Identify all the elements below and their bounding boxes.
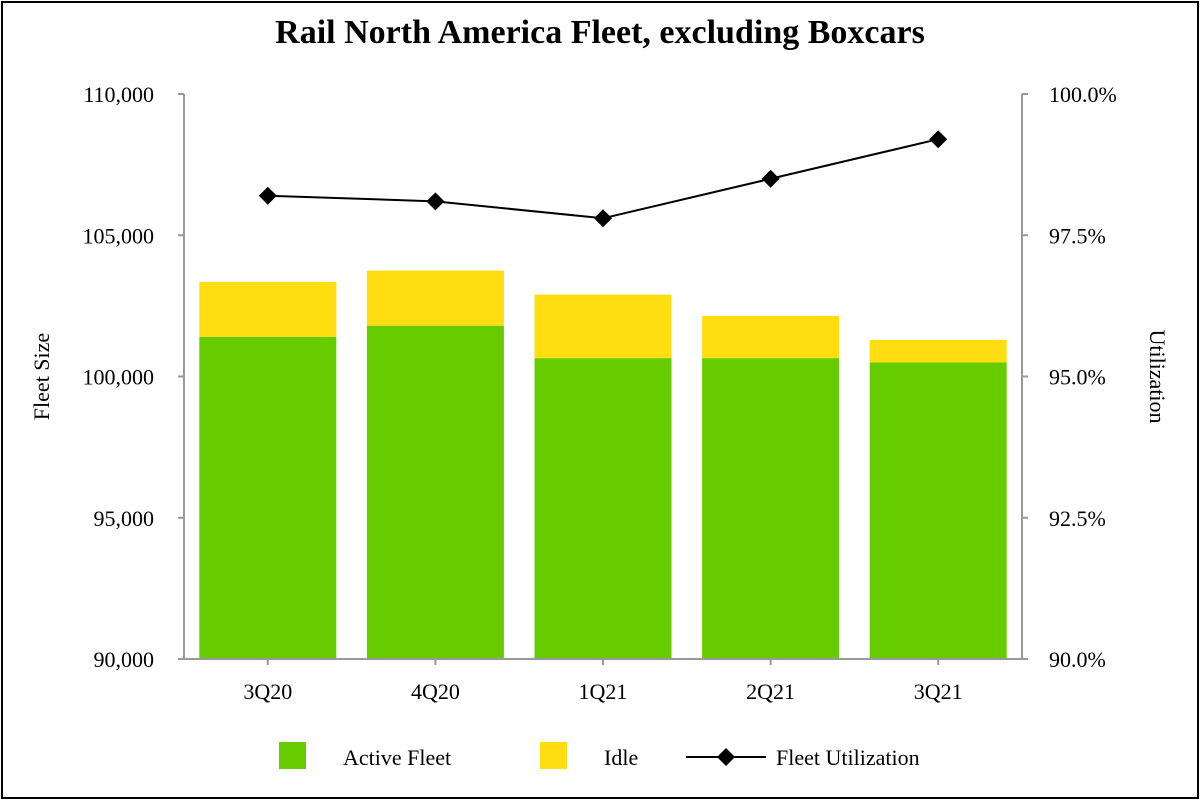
utilization-point bbox=[594, 209, 612, 228]
bars-layer bbox=[199, 270, 1007, 659]
bar-active-fleet bbox=[199, 336, 337, 659]
right-tick-label: 92.5% bbox=[1049, 506, 1106, 531]
utilization-point bbox=[761, 169, 780, 188]
utilization-line bbox=[267, 138, 939, 220]
right-tick-label: 100.0% bbox=[1049, 82, 1117, 107]
legend-swatch-idle bbox=[540, 742, 567, 769]
x-tick-label: 3Q21 bbox=[914, 679, 963, 704]
bar-idle bbox=[869, 339, 1007, 363]
labels-layer: 90,000 95,000 100,000 105,000 110,000 90.0% 92… bbox=[29, 82, 1170, 704]
left-tick-label: 90,000 bbox=[94, 647, 155, 672]
bar-idle bbox=[366, 270, 504, 326]
bar-idle bbox=[199, 281, 337, 337]
left-tick-label: 105,000 bbox=[83, 223, 155, 248]
legend-label-idle: Idle bbox=[604, 745, 638, 770]
right-tick-label: 95.0% bbox=[1049, 365, 1106, 390]
y2-axis-title: Utilization bbox=[1145, 329, 1170, 423]
bar-idle bbox=[702, 315, 840, 359]
x-tick-label: 3Q20 bbox=[243, 679, 292, 704]
axes-layer bbox=[178, 93, 1028, 665]
right-tick-label: 90.0% bbox=[1049, 647, 1106, 672]
x-tick-label: 2Q21 bbox=[746, 679, 795, 704]
utilization-point bbox=[258, 186, 277, 205]
x-tick-label: 4Q20 bbox=[411, 679, 460, 704]
bar-active-fleet bbox=[702, 358, 840, 659]
legend-swatch-active-fleet bbox=[279, 742, 306, 769]
bar-active-fleet bbox=[869, 362, 1007, 659]
utilization-point bbox=[426, 192, 445, 211]
legend-label-active-fleet: Active Fleet bbox=[343, 745, 451, 770]
chart-title: Rail North America Fleet, excluding Boxc… bbox=[275, 14, 925, 51]
y-axis-title: Fleet Size bbox=[29, 333, 54, 420]
left-tick-label: 110,000 bbox=[83, 82, 154, 107]
utilization-line-layer bbox=[258, 130, 948, 228]
right-tick-label: 97.5% bbox=[1049, 223, 1106, 248]
legend: Active Fleet Idle Fleet Utilization bbox=[279, 742, 920, 770]
bar-active-fleet bbox=[366, 325, 504, 659]
utilization-point bbox=[929, 130, 948, 149]
left-tick-label: 100,000 bbox=[83, 365, 155, 390]
legend-marker-fleet-utilization bbox=[717, 748, 735, 766]
legend-label-fleet-utilization: Fleet Utilization bbox=[776, 745, 920, 770]
x-tick-label: 1Q21 bbox=[579, 679, 628, 704]
bar-idle bbox=[534, 294, 672, 359]
left-tick-label: 95,000 bbox=[94, 506, 155, 531]
bar-active-fleet bbox=[534, 358, 672, 659]
